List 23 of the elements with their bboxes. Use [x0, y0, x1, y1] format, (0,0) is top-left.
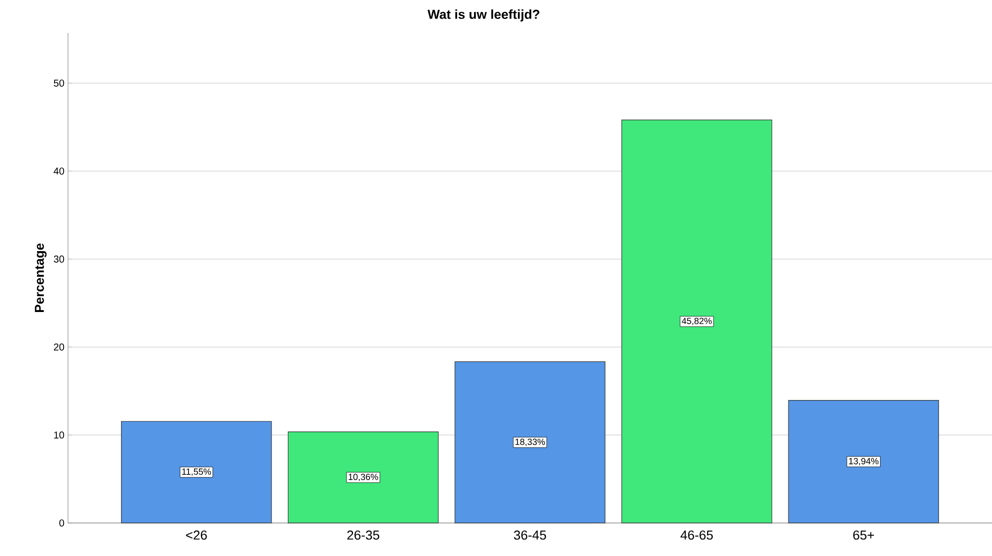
x-tick-label: <26 [186, 530, 207, 540]
y-tick-label: 10 [54, 431, 64, 439]
bar [621, 120, 772, 524]
data-label: 13,94% [849, 458, 878, 466]
y-axis-title: Percentage [34, 244, 47, 312]
data-label: 45,82% [682, 318, 712, 326]
data-label: 11,55% [182, 468, 211, 476]
x-tick-label: 65+ [853, 530, 874, 540]
bar [788, 400, 939, 524]
x-tick-label: 26-35 [347, 530, 380, 540]
y-tick-label: 0 [59, 519, 64, 527]
y-tick-label: 20 [54, 344, 64, 351]
bar [454, 361, 606, 524]
data-label: 10,36% [348, 474, 378, 482]
y-tick-label: 40 [54, 168, 64, 175]
y-tick-label: 30 [54, 256, 64, 263]
bar [288, 432, 439, 524]
chart-title: Wat is uw leeftijd? [428, 9, 540, 22]
bar [121, 421, 272, 524]
x-tick-label: 46-65 [680, 530, 713, 540]
x-tick-label: 36-45 [514, 530, 546, 540]
y-tick-label: 50 [54, 80, 64, 87]
data-label: 18,33% [515, 438, 545, 446]
